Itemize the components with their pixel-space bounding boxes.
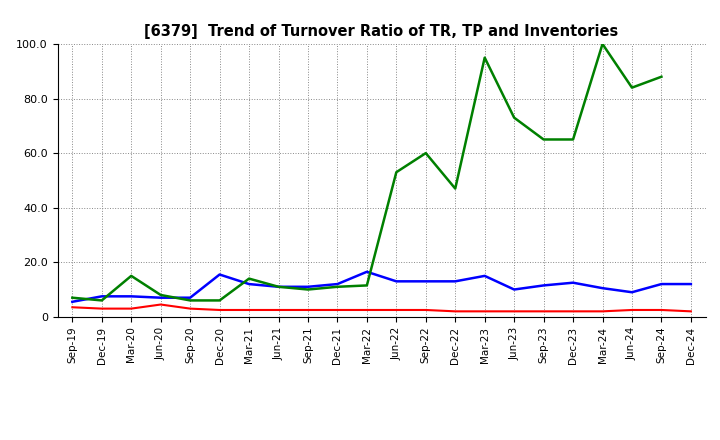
Trade Receivables (687, 309, 696, 314)
Trade Receivables (598, 309, 607, 314)
Inventories (451, 186, 459, 191)
Trade Payables (127, 294, 135, 299)
Trade Receivables (97, 306, 106, 311)
Trade Receivables (539, 309, 548, 314)
Trade Payables (657, 282, 666, 287)
Trade Payables (510, 287, 518, 292)
Trade Payables (628, 290, 636, 295)
Inventories (304, 287, 312, 292)
Trade Payables (186, 295, 194, 301)
Trade Receivables (304, 307, 312, 312)
Trade Receivables (480, 309, 489, 314)
Trade Receivables (510, 309, 518, 314)
Inventories (245, 276, 253, 281)
Trade Receivables (127, 306, 135, 311)
Inventories (97, 298, 106, 303)
Trade Payables (569, 280, 577, 285)
Trade Receivables (245, 307, 253, 312)
Trade Receivables (186, 306, 194, 311)
Trade Payables (392, 279, 400, 284)
Inventories (363, 283, 372, 288)
Trade Payables (421, 279, 430, 284)
Title: [6379]  Trend of Turnover Ratio of TR, TP and Inventories: [6379] Trend of Turnover Ratio of TR, TP… (145, 24, 618, 39)
Trade Receivables (274, 307, 283, 312)
Trade Payables (598, 286, 607, 291)
Trade Payables (333, 282, 342, 287)
Trade Payables (97, 294, 106, 299)
Line: Inventories: Inventories (72, 44, 662, 301)
Trade Receivables (451, 309, 459, 314)
Trade Payables (68, 299, 76, 304)
Trade Receivables (333, 307, 342, 312)
Trade Payables (245, 282, 253, 287)
Inventories (392, 169, 400, 175)
Trade Receivables (156, 302, 165, 307)
Trade Payables (215, 272, 224, 277)
Line: Trade Receivables: Trade Receivables (72, 304, 691, 312)
Trade Payables (687, 282, 696, 287)
Trade Receivables (392, 307, 400, 312)
Trade Payables (156, 295, 165, 301)
Trade Receivables (421, 307, 430, 312)
Trade Payables (451, 279, 459, 284)
Inventories (68, 295, 76, 301)
Trade Receivables (363, 307, 372, 312)
Inventories (510, 115, 518, 120)
Inventories (480, 55, 489, 60)
Inventories (215, 298, 224, 303)
Inventories (186, 298, 194, 303)
Trade Payables (480, 273, 489, 279)
Inventories (333, 284, 342, 290)
Inventories (274, 284, 283, 290)
Inventories (598, 41, 607, 47)
Inventories (127, 273, 135, 279)
Trade Payables (539, 283, 548, 288)
Trade Payables (274, 284, 283, 290)
Trade Receivables (215, 307, 224, 312)
Inventories (421, 150, 430, 156)
Inventories (156, 292, 165, 297)
Line: Trade Payables: Trade Payables (72, 272, 691, 302)
Inventories (657, 74, 666, 79)
Trade Payables (304, 284, 312, 290)
Inventories (628, 85, 636, 90)
Inventories (569, 137, 577, 142)
Trade Receivables (628, 307, 636, 312)
Trade Receivables (657, 307, 666, 312)
Trade Payables (363, 269, 372, 275)
Trade Receivables (68, 304, 76, 310)
Trade Receivables (569, 309, 577, 314)
Inventories (539, 137, 548, 142)
